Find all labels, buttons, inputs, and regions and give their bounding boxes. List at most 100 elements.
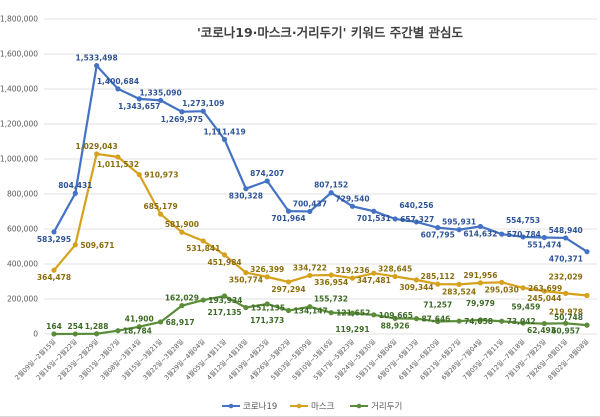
data-label: 350,774 [229, 276, 263, 285]
data-point [328, 310, 334, 316]
data-labels: 583,295 804,431 1,533,498 1,400,684 1,343,65… [37, 54, 583, 336]
data-label: 1,273,109 [182, 99, 224, 108]
data-point [584, 249, 590, 255]
data-label: 830,328 [229, 192, 263, 201]
data-point [136, 324, 142, 330]
data-label: 1,335,090 [139, 88, 181, 97]
data-point [72, 190, 78, 196]
data-point [264, 178, 270, 184]
data-point [563, 235, 569, 241]
data-point [541, 288, 547, 294]
data-label: 217,135 [207, 308, 241, 317]
data-label: 1,011,532 [97, 160, 139, 169]
data-label: 71,257 [423, 301, 452, 310]
legend: 코로나19 마스크 거리두기 [222, 402, 402, 412]
data-label: 283,524 [442, 287, 476, 296]
y-tick-label: 600,000 [7, 225, 38, 234]
data-label: 509,671 [80, 241, 114, 250]
data-point [264, 301, 270, 307]
data-point [477, 223, 483, 230]
data-label: 804,431 [58, 181, 92, 190]
data-point [115, 154, 121, 160]
y-tick-label: 1,600,000 [0, 50, 38, 59]
data-point [179, 303, 185, 309]
data-label: 285,112 [421, 272, 455, 281]
y-tick-label: 200,000 [7, 295, 38, 304]
data-point [94, 63, 100, 69]
data-point [115, 86, 121, 92]
data-point [221, 136, 228, 143]
data-point [520, 320, 526, 326]
data-point [371, 270, 377, 276]
legend-marker [296, 403, 302, 409]
data-label: 155,732 [314, 295, 348, 304]
data-label: 62,493 [527, 326, 556, 335]
data-point [349, 310, 356, 316]
data-point [158, 97, 164, 103]
data-point [200, 108, 206, 114]
data-label: 134,147 [294, 307, 328, 316]
data-point [264, 274, 270, 280]
data-label: 232,029 [549, 272, 583, 281]
data-label: 245,044 [527, 294, 561, 303]
data-label: 88,926 [381, 321, 410, 330]
data-label: 1,288 [85, 322, 109, 331]
chart-title: '코로나19·마스크·거리두기' 키워드 주간별 관심도 [197, 25, 464, 40]
data-point [456, 227, 462, 233]
data-point [584, 292, 590, 299]
series-line [53, 294, 588, 336]
y-tick-label: 1,000,000 [0, 155, 38, 164]
data-point [51, 331, 57, 337]
data-point [51, 229, 57, 235]
data-point [285, 279, 292, 285]
data-label: 685,179 [144, 202, 178, 211]
data-label: 328,645 [378, 264, 412, 273]
data-point [179, 229, 185, 235]
data-point [328, 190, 334, 196]
data-label: 1,269,975 [161, 115, 203, 124]
data-label: 614,632 [463, 229, 497, 238]
data-label: 297,294 [271, 285, 305, 294]
title-background [205, 22, 455, 44]
data-point [520, 234, 526, 240]
data-label: 74,058 [464, 317, 493, 326]
data-label: 1,111,419 [203, 128, 245, 137]
data-point [477, 280, 483, 286]
data-label: 295,030 [485, 285, 519, 294]
data-point [392, 315, 398, 322]
data-label: 41,900 [125, 315, 154, 324]
gridlines [44, 18, 597, 335]
y-tick-label: 0 [33, 330, 38, 339]
data-label: 551,474 [527, 240, 561, 249]
data-point [499, 318, 505, 324]
data-label: 607,795 [421, 231, 455, 240]
series-lines [51, 63, 590, 337]
data-label: 171,373 [250, 316, 284, 325]
data-point [584, 322, 590, 328]
data-label: 1,400,684 [97, 77, 139, 86]
data-label: 1,343,657 [118, 102, 160, 111]
data-point [413, 219, 420, 225]
data-point [392, 216, 398, 222]
series-line [53, 152, 588, 297]
data-point [243, 270, 249, 276]
data-point [243, 186, 249, 192]
data-label: 583,295 [37, 235, 71, 244]
data-point [179, 109, 185, 115]
data-point [94, 151, 100, 157]
data-label: 548,940 [549, 226, 583, 235]
legend-label: 마스크 [311, 402, 335, 412]
data-point [371, 208, 377, 214]
data-point [541, 234, 547, 241]
data-label: 254 [67, 322, 83, 331]
y-tick-label: 800,000 [7, 190, 38, 199]
data-label: 364,478 [37, 273, 71, 282]
data-point [136, 171, 142, 178]
data-label: 595,931 [442, 218, 476, 227]
data-label: 50,748 [554, 313, 583, 322]
data-label: 59,459 [511, 303, 540, 312]
data-point [477, 317, 483, 323]
data-point [328, 272, 334, 278]
data-point [243, 304, 249, 311]
data-label: 336,954 [314, 278, 348, 287]
